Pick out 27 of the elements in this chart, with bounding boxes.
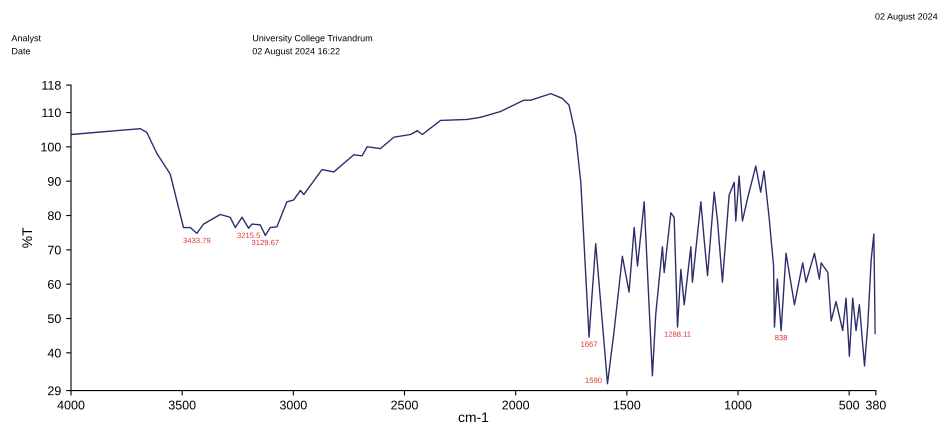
y-tick-label: 70 (48, 246, 61, 254)
y-tick-label: 29 (48, 386, 61, 396)
y-tick-label: 60 (48, 280, 61, 289)
y-tick-label: 40 (48, 348, 61, 358)
y-axis-title: %T (22, 228, 32, 248)
x-tick-label: 4000 (57, 400, 84, 410)
chart-subtitle: 02 August 2024 16:22 (252, 48, 340, 56)
text: Date (12, 48, 30, 54)
y-tick-label: 118 (42, 80, 61, 90)
y-tick-label: 50 (48, 314, 61, 324)
x-axis-title: cm-1 (458, 412, 488, 422)
y-tick-label: 100 (41, 142, 61, 152)
x-tick-label: 1500 (614, 400, 640, 410)
x-tick-label: 380 (866, 400, 886, 410)
x-tick-label: 3500 (168, 400, 196, 410)
text: 02 August 2024 (875, 13, 938, 22)
text: Analyst (11, 34, 41, 44)
x-tick-label: 500 (839, 400, 860, 410)
x-tick-label: 2000 (502, 400, 530, 410)
y-tick-label: 110 (42, 108, 61, 118)
x-tick-label: 2500 (391, 400, 418, 410)
line-series (71, 92, 876, 384)
x-tick-label: 1000 (725, 400, 752, 410)
x-tick-label: 3000 (280, 400, 307, 410)
y-tick-label: 80 (48, 211, 61, 220)
chart-title: University College Trivandrum (252, 34, 372, 44)
y-tick-label: 90 (48, 176, 61, 186)
